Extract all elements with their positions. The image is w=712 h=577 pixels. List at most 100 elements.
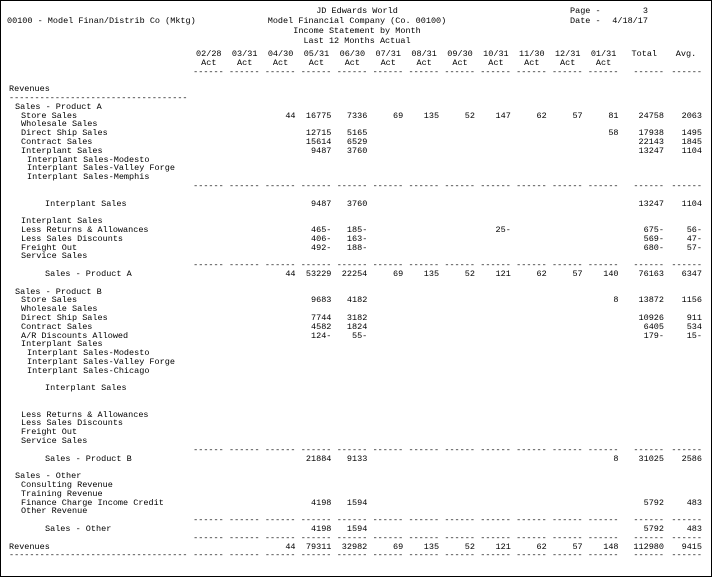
cell <box>478 481 514 490</box>
report-data-row: Revenues 44 79311 32982 69 135 52 121 62 57 148 112… <box>7 543 705 552</box>
cell: 31025 <box>638 454 665 464</box>
column-header: 05/31 <box>303 50 330 59</box>
cell <box>667 156 705 165</box>
cell <box>550 85 586 94</box>
cell <box>550 375 586 384</box>
cell <box>263 226 299 235</box>
report-label-row: Consulting Revenue <box>7 481 705 490</box>
cell <box>667 490 705 499</box>
separator-dash: ------ <box>516 445 547 455</box>
separator-dash: ------ <box>480 261 511 270</box>
cell <box>191 384 227 393</box>
cell: 675- <box>643 225 665 235</box>
row-label: Interplant Sales <box>45 384 127 394</box>
cell <box>191 463 227 472</box>
cell <box>299 288 335 297</box>
cell <box>442 120 478 129</box>
cell <box>442 428 478 437</box>
separator-dash: ------ <box>633 261 665 270</box>
cell <box>370 191 406 200</box>
cell <box>406 463 442 472</box>
column-header: 07/31 <box>375 50 401 59</box>
cell: 911 <box>686 313 702 323</box>
cell <box>478 367 514 376</box>
cell <box>550 103 586 112</box>
cell <box>478 463 514 472</box>
column-subheader: Act <box>308 58 325 68</box>
cell <box>406 375 442 384</box>
cell <box>586 156 622 165</box>
cell <box>299 481 335 490</box>
report-data-row: Interplant Sales 9487 3760 13247 1104 <box>7 200 705 209</box>
cell <box>191 288 227 297</box>
cell <box>227 191 263 200</box>
cell <box>191 428 227 437</box>
report-label-row: Service Sales <box>7 252 705 261</box>
cell <box>227 543 263 552</box>
cell <box>442 349 478 358</box>
cell <box>334 76 370 85</box>
cell: 5165 <box>346 129 368 138</box>
cell <box>622 252 667 261</box>
cell <box>370 375 406 384</box>
report-blank-row <box>7 393 705 402</box>
cell <box>227 349 263 358</box>
cell <box>370 85 406 94</box>
cell <box>263 191 299 200</box>
header-corner <box>7 59 191 68</box>
separator-dash: ------ <box>552 551 583 561</box>
cell <box>514 437 550 446</box>
cell: 21884 <box>305 454 332 464</box>
cell <box>191 296 227 305</box>
separator-dash: ------ <box>552 261 583 270</box>
cell <box>191 340 227 349</box>
cell <box>514 367 550 376</box>
cell <box>514 279 550 288</box>
row-label: Less Returns & Allowances <box>21 225 149 235</box>
cell <box>263 94 299 103</box>
cell <box>478 156 514 165</box>
cell: 79311 <box>305 542 332 552</box>
separator-dash: ------ <box>300 261 332 270</box>
separator-dash: ------ <box>229 67 260 77</box>
separator-dash: ------ <box>671 533 702 543</box>
cell <box>263 332 299 341</box>
cell <box>191 112 227 121</box>
cell <box>370 94 406 103</box>
cell <box>478 411 514 420</box>
row-label: Revenues <box>9 85 50 94</box>
cell <box>442 358 478 367</box>
cell <box>263 490 299 499</box>
report-label-row: Interplant Sales-Chicago <box>7 367 705 376</box>
separator-dash: ------ <box>229 533 260 543</box>
row-label: Interplant Sales-Modesto <box>27 155 150 165</box>
cell <box>667 367 705 376</box>
separator-dash: ------ <box>671 516 702 526</box>
column-subheader <box>622 59 667 68</box>
row-label: Freight Out <box>21 243 78 253</box>
column-subheader: Act <box>452 58 468 68</box>
cell <box>514 191 550 200</box>
cell <box>191 402 227 411</box>
cell <box>667 305 705 314</box>
separator-dash: ------ <box>193 181 224 191</box>
cell <box>478 252 514 261</box>
cell <box>514 402 550 411</box>
cell <box>299 419 335 428</box>
cell: 179- <box>643 331 665 341</box>
cell <box>586 120 622 129</box>
cell <box>263 252 299 261</box>
separator-dash: ------ <box>193 516 224 526</box>
report-label-row: Interplant Sales <box>7 340 705 349</box>
cell <box>263 200 299 209</box>
cell <box>227 490 263 499</box>
cell: 135 <box>423 111 440 121</box>
cell <box>406 296 442 305</box>
report-header-left: 00100 - Model Finan/Distrib Co (Mktg) <box>7 6 207 46</box>
cell: 9487 <box>311 199 332 209</box>
cell <box>263 129 299 138</box>
cell <box>334 217 370 226</box>
report-blank-row <box>7 375 705 384</box>
row-label: Interplant Sales <box>21 340 103 350</box>
cell: 135 <box>423 542 440 552</box>
